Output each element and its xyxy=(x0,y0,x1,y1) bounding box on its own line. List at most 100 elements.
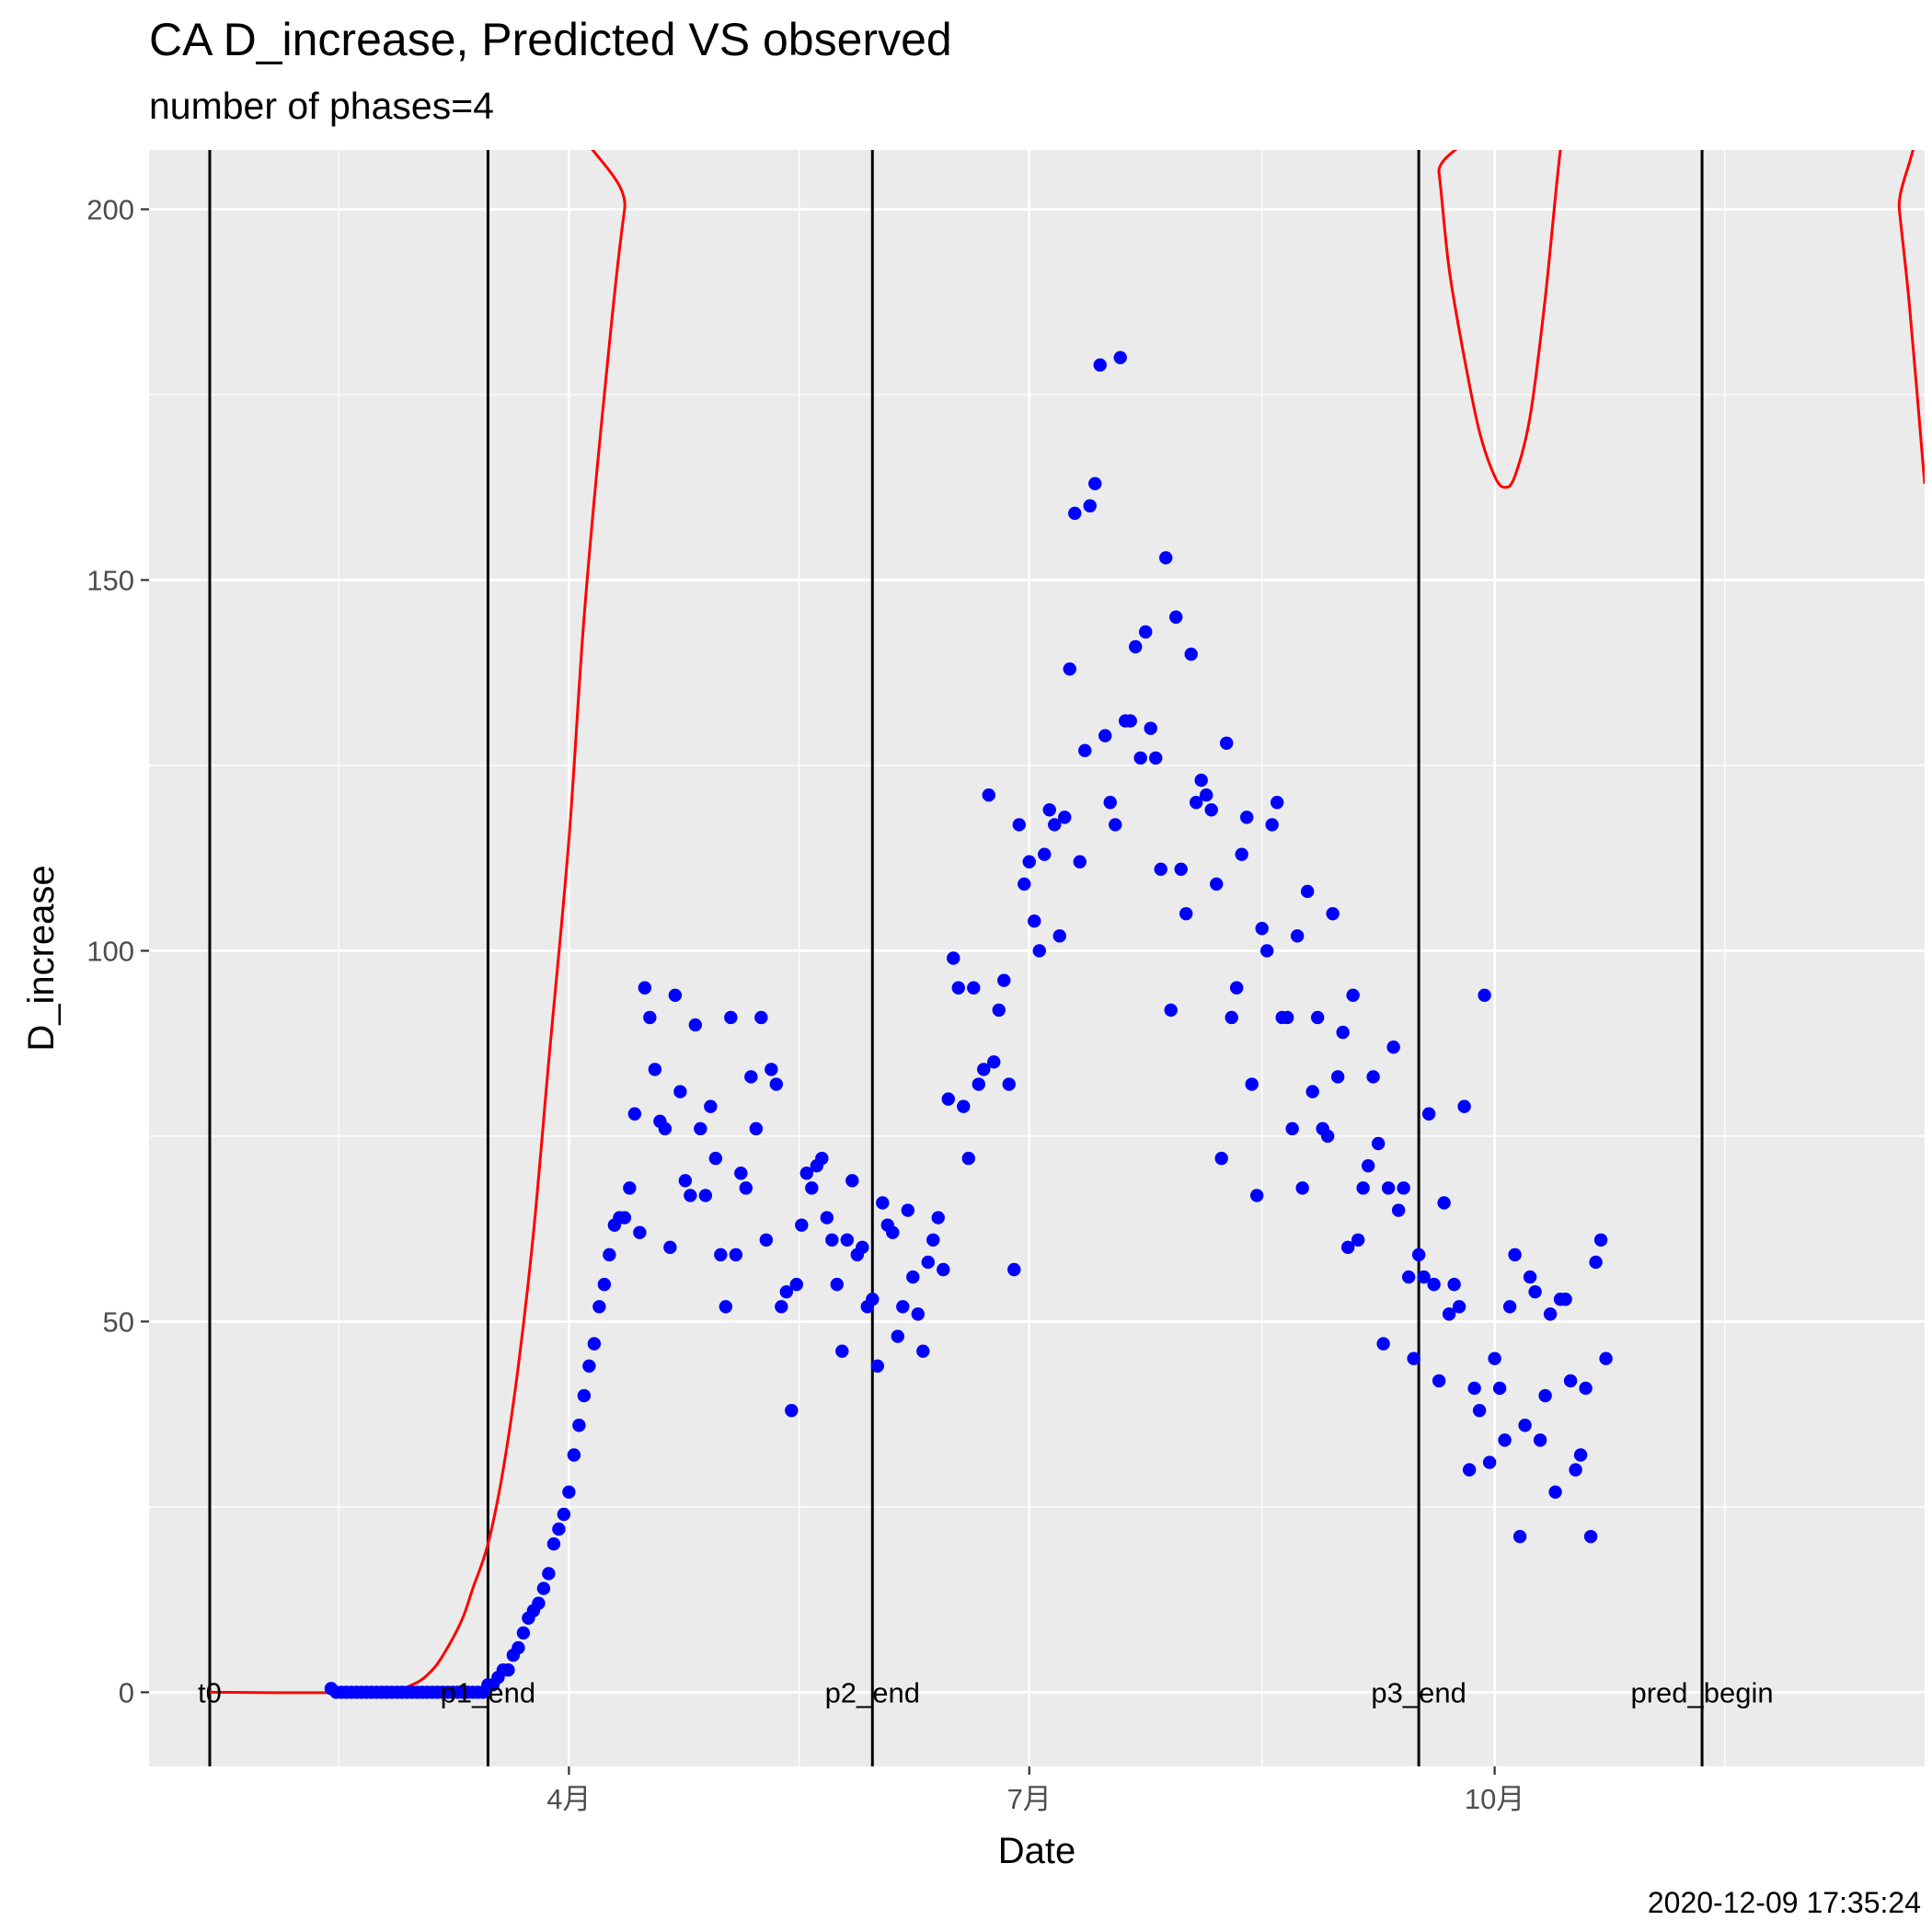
data-point xyxy=(1280,1010,1294,1025)
data-point xyxy=(597,1277,612,1292)
data-point xyxy=(577,1388,592,1403)
data-point xyxy=(1442,1307,1456,1321)
data-point xyxy=(749,1121,764,1136)
data-point xyxy=(1149,751,1163,765)
data-point xyxy=(1259,944,1274,958)
data-point xyxy=(805,1181,819,1195)
data-point xyxy=(840,1233,855,1247)
data-point xyxy=(825,1233,839,1247)
data-point xyxy=(1018,877,1031,891)
data-point xyxy=(532,1596,546,1610)
data-point xyxy=(987,1055,1001,1069)
x-axis-label: Date xyxy=(998,1831,1076,1871)
data-point xyxy=(744,1070,758,1084)
data-point xyxy=(708,1151,723,1166)
chart-title: CA D_increase, Predicted VS observed xyxy=(149,14,952,65)
data-point xyxy=(1098,729,1112,742)
data-point xyxy=(1478,988,1491,1002)
data-point xyxy=(1320,1129,1335,1144)
data-point xyxy=(1305,1085,1319,1098)
y-tick-label: 50 xyxy=(103,1305,134,1338)
data-point xyxy=(765,1063,778,1076)
data-point xyxy=(947,951,960,965)
data-point xyxy=(1038,847,1052,861)
data-point xyxy=(1083,499,1097,513)
data-point xyxy=(866,1293,880,1306)
data-point xyxy=(1179,906,1193,921)
data-point xyxy=(542,1567,556,1581)
data-point xyxy=(911,1307,925,1321)
data-point xyxy=(1204,803,1218,817)
data-point xyxy=(1109,818,1122,832)
data-point xyxy=(1265,818,1279,832)
data-point xyxy=(1371,1136,1386,1151)
data-point xyxy=(1502,1300,1517,1314)
data-point xyxy=(688,1018,703,1032)
data-point xyxy=(1397,1181,1410,1195)
data-point xyxy=(1184,647,1198,661)
data-point xyxy=(1538,1388,1552,1403)
data-point xyxy=(1028,914,1041,928)
data-point xyxy=(1225,1010,1238,1025)
data-point xyxy=(704,1099,718,1113)
timestamp: 2020-12-09 17:35:24 xyxy=(1647,1886,1921,1919)
data-point xyxy=(512,1640,525,1655)
data-point xyxy=(795,1218,809,1232)
data-point xyxy=(1427,1277,1441,1292)
data-point xyxy=(1255,922,1269,936)
data-point xyxy=(1078,743,1092,758)
data-point xyxy=(1467,1381,1481,1396)
data-point xyxy=(961,1151,975,1166)
data-point xyxy=(937,1262,950,1277)
data-point xyxy=(1159,551,1173,565)
data-point xyxy=(1219,736,1234,750)
data-point xyxy=(769,1077,784,1091)
y-tick-label: 150 xyxy=(86,564,134,596)
data-point xyxy=(1421,1107,1436,1121)
data-point xyxy=(1042,803,1056,817)
data-point xyxy=(1133,751,1147,765)
data-point xyxy=(931,1211,945,1225)
data-point xyxy=(572,1419,586,1432)
data-point xyxy=(1407,1351,1420,1365)
data-point xyxy=(1351,1233,1365,1247)
data-point xyxy=(1270,796,1284,810)
data-point xyxy=(1563,1374,1578,1388)
data-point xyxy=(896,1300,910,1314)
data-point xyxy=(1200,788,1213,802)
data-point xyxy=(1164,1003,1178,1018)
data-point xyxy=(698,1189,713,1202)
data-point xyxy=(775,1300,788,1314)
data-point xyxy=(1417,1270,1431,1284)
data-point xyxy=(1113,351,1127,364)
data-point xyxy=(977,1063,991,1076)
data-point xyxy=(536,1581,551,1595)
data-point xyxy=(1063,661,1076,676)
data-point xyxy=(684,1189,697,1202)
data-point xyxy=(799,1167,814,1180)
data-point xyxy=(1482,1455,1497,1469)
data-point xyxy=(1103,796,1117,810)
data-point xyxy=(623,1181,637,1195)
data-point xyxy=(901,1203,914,1217)
chart-subtitle: number of phases=4 xyxy=(149,85,494,127)
data-point xyxy=(1229,981,1244,995)
data-point xyxy=(845,1174,859,1188)
data-point xyxy=(1245,1077,1259,1091)
data-point xyxy=(562,1485,576,1499)
data-point xyxy=(1462,1463,1477,1477)
phase-label: p1_end xyxy=(441,1676,535,1708)
data-point xyxy=(1330,1070,1345,1084)
data-point xyxy=(1336,1025,1350,1040)
data-point xyxy=(1002,1077,1016,1091)
data-point xyxy=(1295,1181,1309,1195)
data-point xyxy=(1190,796,1203,810)
data-point xyxy=(906,1270,920,1284)
data-point xyxy=(1144,721,1157,735)
data-point xyxy=(870,1359,884,1373)
x-tick-label: 7月 xyxy=(1007,1783,1052,1815)
data-point xyxy=(1154,862,1167,876)
data-point xyxy=(1093,358,1107,372)
data-point xyxy=(891,1329,904,1343)
